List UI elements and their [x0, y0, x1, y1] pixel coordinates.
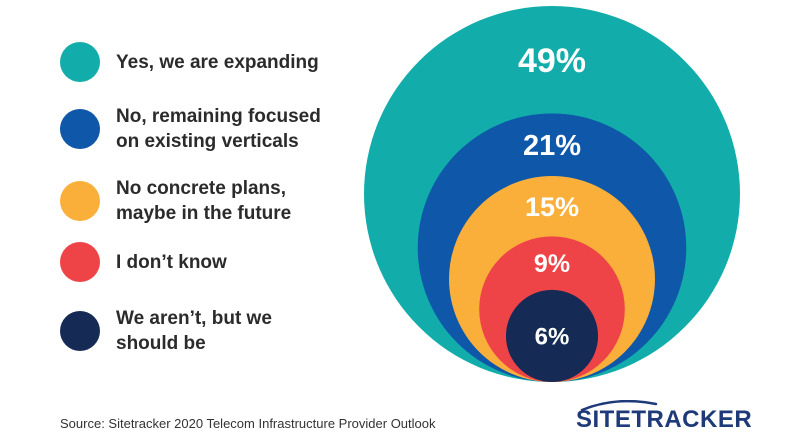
legend-item: No concrete plans, maybe in the future — [60, 176, 356, 226]
source-note: Source: Sitetracker 2020 Telecom Infrast… — [60, 416, 436, 431]
value-label: 15% — [525, 192, 579, 222]
value-label: 21% — [523, 130, 581, 162]
legend-label: We aren’t, but we should be — [116, 308, 272, 354]
legend-swatch — [60, 42, 100, 82]
legend-swatch — [60, 181, 100, 221]
legend-swatch — [60, 242, 100, 282]
legend-item: Yes, we are expanding — [60, 42, 356, 82]
legend-label: I don’t know — [116, 251, 227, 273]
value-label: 9% — [534, 250, 570, 278]
legend-label: No concrete plans, maybe in the future — [116, 178, 292, 224]
logo-swoosh-icon — [580, 400, 658, 412]
logo-text: SITETRACKER — [576, 406, 753, 433]
legend-swatch — [60, 109, 100, 149]
value-label: 49% — [518, 42, 586, 80]
value-label: 6% — [535, 324, 570, 351]
legend-swatch — [60, 311, 100, 351]
legend-item: We aren’t, but we should be — [60, 306, 356, 356]
sitetracker-logo: SITETRACKER — [576, 400, 756, 436]
legend-label: No, remaining focused on existing vertic… — [116, 106, 321, 152]
circle-mark — [505, 289, 599, 382]
legend-item: No, remaining focused on existing vertic… — [60, 104, 356, 154]
legend-label: Yes, we are expanding — [116, 51, 319, 73]
legend: Yes, we are expanding No, remaining focus… — [0, 0, 360, 443]
legend-item: I don’t know — [60, 242, 356, 282]
